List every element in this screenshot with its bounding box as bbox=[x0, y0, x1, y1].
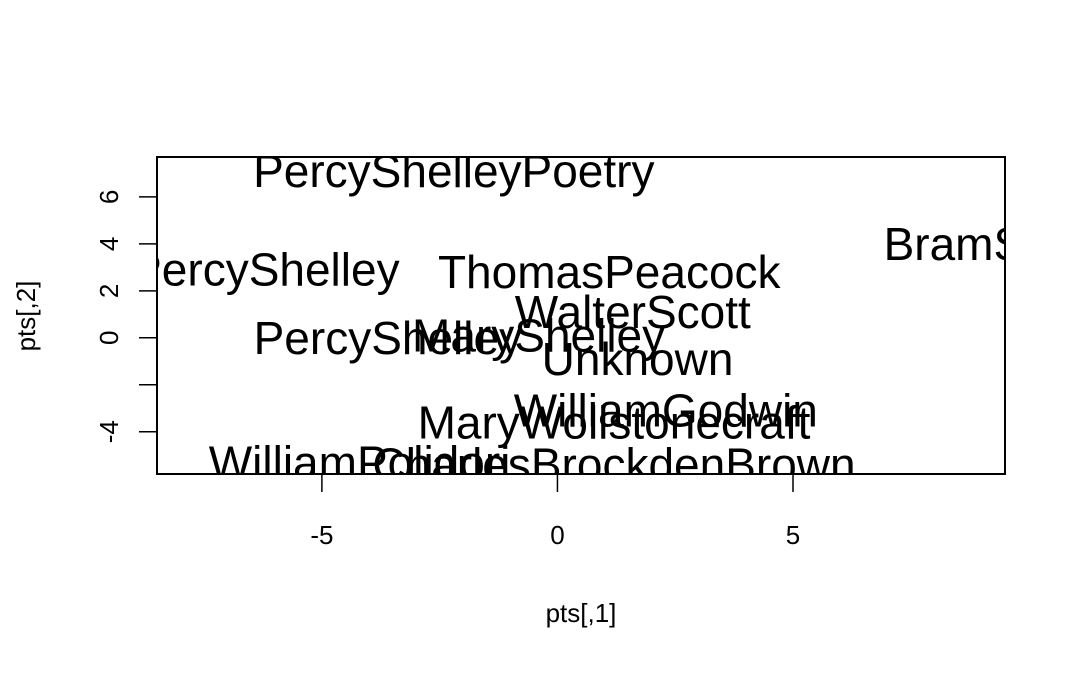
point-labels: PercyShelleyPoetry BramStoker PercyShelley… bbox=[131, 145, 1086, 491]
y-tick-label: -4 bbox=[94, 420, 124, 443]
x-tick-label: 0 bbox=[550, 520, 564, 550]
point-label: Unknown bbox=[542, 333, 734, 385]
point-label: MaryShelley bbox=[412, 309, 665, 361]
point-label: BramStoker bbox=[884, 218, 1086, 270]
y-tick-label: 2 bbox=[94, 284, 124, 298]
y-axis: -4 0 2 4 6 bbox=[94, 190, 158, 443]
x-axis-title: pts[,1] bbox=[546, 598, 617, 628]
point-label: MaryWollstonecraft bbox=[418, 396, 811, 448]
x-axis: -5 0 5 bbox=[310, 473, 800, 550]
x-tick-label: 5 bbox=[786, 520, 800, 550]
point-label: PercyShelley bbox=[254, 312, 522, 364]
x-tick-label: -5 bbox=[310, 520, 333, 550]
point-label: PercyShelleyPoetry bbox=[253, 145, 654, 197]
point-label: ThomasPeacock bbox=[438, 246, 782, 298]
y-tick-label: 6 bbox=[94, 190, 124, 204]
y-tick-label: 0 bbox=[94, 331, 124, 345]
point-label: WalterScott bbox=[515, 286, 751, 338]
y-axis-title: pts[,2] bbox=[11, 281, 41, 352]
point-label: WilliamGodwin bbox=[514, 385, 818, 437]
point-label: PercyShelley bbox=[131, 244, 399, 296]
point-label: WilliamPolidori bbox=[209, 436, 511, 488]
point-label: CharlesBrockdenBrown bbox=[372, 439, 855, 491]
y-tick-label: 4 bbox=[94, 237, 124, 251]
